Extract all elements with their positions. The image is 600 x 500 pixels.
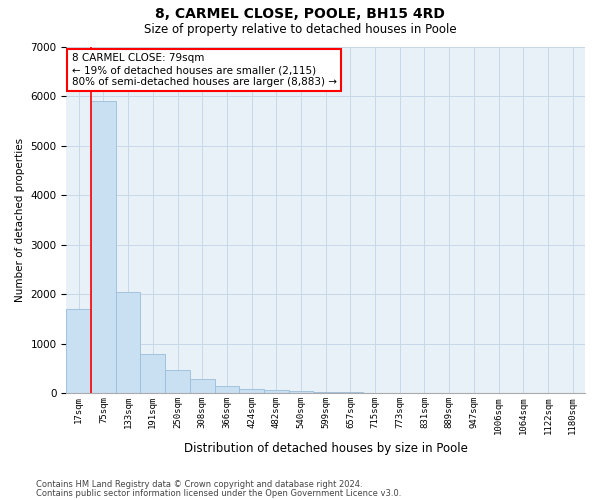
Y-axis label: Number of detached properties: Number of detached properties xyxy=(15,138,25,302)
Bar xyxy=(91,101,116,394)
Text: 8 CARMEL CLOSE: 79sqm
← 19% of detached houses are smaller (2,115)
80% of semi-d: 8 CARMEL CLOSE: 79sqm ← 19% of detached … xyxy=(71,54,337,86)
Text: 8, CARMEL CLOSE, POOLE, BH15 4RD: 8, CARMEL CLOSE, POOLE, BH15 4RD xyxy=(155,8,445,22)
Bar xyxy=(190,380,215,394)
Bar xyxy=(363,392,388,394)
Bar xyxy=(116,292,140,394)
Text: Size of property relative to detached houses in Poole: Size of property relative to detached ho… xyxy=(143,22,457,36)
Bar xyxy=(239,388,264,394)
Text: Contains HM Land Registry data © Crown copyright and database right 2024.: Contains HM Land Registry data © Crown c… xyxy=(36,480,362,489)
Bar xyxy=(67,309,91,394)
Text: Contains public sector information licensed under the Open Government Licence v3: Contains public sector information licen… xyxy=(36,488,401,498)
Bar xyxy=(215,386,239,394)
Bar xyxy=(338,392,363,394)
X-axis label: Distribution of detached houses by size in Poole: Distribution of detached houses by size … xyxy=(184,442,467,455)
Bar xyxy=(264,390,289,394)
Bar xyxy=(140,354,165,394)
Bar xyxy=(165,370,190,394)
Bar xyxy=(313,392,338,394)
Bar xyxy=(289,391,313,394)
